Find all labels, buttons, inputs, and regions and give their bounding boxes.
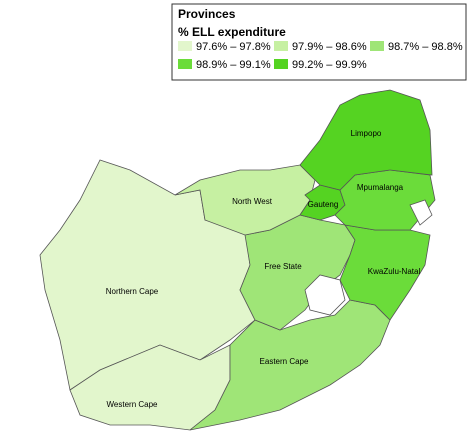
province	[189, 299, 391, 431]
provinces	[39, 89, 436, 431]
legend-swatch	[178, 41, 192, 51]
province-label: KwaZulu-Natal	[368, 267, 421, 276]
province-label: Limpopo	[351, 129, 382, 138]
province-label: Western Cape	[107, 400, 159, 409]
legend-label: 98.7% – 98.8%	[388, 41, 463, 53]
province	[299, 89, 433, 191]
lesotho	[304, 274, 346, 316]
legend-label: 97.6% – 97.8%	[196, 41, 271, 53]
legend-swatch	[370, 41, 384, 51]
province-labels: Northern Cape Western Cape Eastern Cape Fre…	[106, 129, 421, 409]
province-label: Eastern Cape	[260, 357, 309, 366]
province-label: Free State	[264, 262, 302, 271]
province-label: North West	[232, 197, 273, 206]
legend-swatch	[178, 59, 192, 69]
province-label: Gauteng	[308, 200, 339, 209]
legend-swatch	[274, 41, 288, 51]
legend-title: Provinces	[178, 7, 236, 21]
province-label: Mpumalanga	[357, 183, 404, 192]
legend-label: 99.2% – 99.9%	[292, 59, 367, 71]
legend-subtitle: % ELL expenditure	[178, 25, 286, 39]
legend-label: 98.9% – 99.1%	[196, 59, 271, 71]
legend-swatch	[274, 59, 288, 69]
legend-box	[171, 3, 467, 81]
eswatini	[409, 199, 433, 226]
legend-items: 97.6% – 97.8% 97.9% – 98.6% 98.7% – 98.8% 9…	[178, 41, 463, 71]
province-label: Northern Cape	[106, 287, 159, 296]
legend-label: 97.9% – 98.6%	[292, 41, 367, 53]
